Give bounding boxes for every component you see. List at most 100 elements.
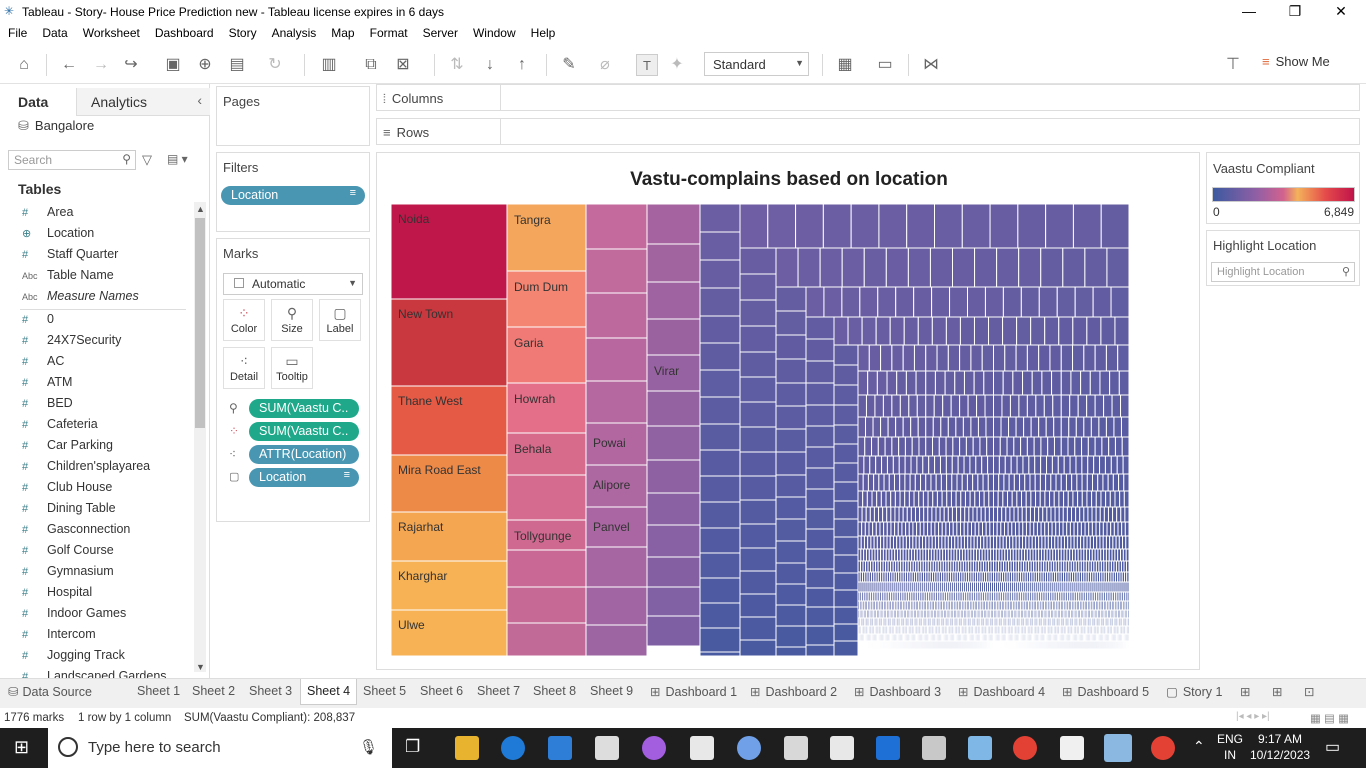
treemap-cell[interactable] — [891, 436, 900, 457]
treemap-cell[interactable] — [1091, 521, 1097, 537]
treemap-cell[interactable] — [916, 521, 921, 537]
scroll-down-icon[interactable]: ▼ — [196, 662, 205, 672]
treemap-cell[interactable] — [1030, 416, 1040, 438]
treemap-cell[interactable] — [841, 247, 865, 288]
treemap-cell[interactable] — [857, 370, 869, 396]
treemap-cell[interactable] — [739, 401, 777, 428]
treemap-cell[interactable] — [857, 416, 867, 438]
treemap-cell[interactable] — [927, 506, 933, 523]
treemap-cell[interactable] — [1022, 455, 1030, 475]
treemap-cell[interactable] — [841, 286, 861, 318]
treemap-cell[interactable] — [1116, 506, 1122, 523]
treemap-cell[interactable] — [646, 243, 701, 283]
treemap-cell[interactable] — [1087, 436, 1096, 457]
treemap-cell[interactable] — [959, 344, 972, 372]
treemap-cell[interactable] — [882, 394, 893, 418]
treemap-cell[interactable] — [1060, 370, 1072, 396]
tab-dashboard-5[interactable]: ⊞ Dashboard 5 — [1062, 685, 1150, 699]
treemap-cell[interactable] — [1079, 506, 1085, 523]
treemap-cell[interactable] — [857, 506, 863, 523]
treemap-cell[interactable] — [938, 436, 947, 457]
treemap-cell[interactable] — [927, 490, 934, 508]
treemap-cell[interactable] — [1016, 455, 1024, 475]
treemap-cell[interactable] — [1009, 506, 1015, 523]
marks-pill-detail[interactable]: ATTR(Location) — [249, 445, 359, 464]
treemap-cell[interactable] — [1016, 490, 1023, 508]
treemap-cell[interactable] — [960, 521, 965, 537]
treemap-cell[interactable] — [1127, 633, 1129, 642]
treemap-cell[interactable] — [1081, 490, 1088, 508]
treemap-cell[interactable] — [1055, 521, 1060, 537]
treemap-cell[interactable] — [805, 316, 835, 340]
treemap-cell[interactable] — [861, 506, 867, 523]
treemap-cell[interactable] — [1006, 436, 1015, 457]
new-datasource-icon[interactable]: ⊕ — [198, 56, 212, 73]
treemap-cell[interactable] — [1069, 455, 1077, 475]
treemap-cell[interactable] — [805, 425, 835, 448]
field-item[interactable]: # Indoor Games — [22, 606, 126, 620]
treemap-cell[interactable] — [1007, 490, 1013, 508]
treemap-cell-6[interactable] — [391, 609, 508, 656]
treemap-cell[interactable] — [857, 455, 865, 475]
field-item[interactable]: # BED — [22, 396, 73, 410]
treemap-cell[interactable] — [833, 623, 859, 642]
camera-icon[interactable] — [690, 736, 714, 760]
refresh-icon[interactable]: ↻ — [268, 56, 282, 73]
treemap-cell[interactable] — [646, 524, 701, 558]
treemap-cell[interactable] — [974, 247, 998, 288]
treemap-cell[interactable] — [929, 247, 953, 288]
treemap-cell[interactable] — [775, 604, 807, 627]
sort-descending-icon[interactable]: ↑ — [518, 56, 526, 73]
treemap-cell[interactable] — [1074, 286, 1094, 318]
treemap-cell[interactable] — [1004, 344, 1017, 372]
treemap-cell[interactable] — [944, 370, 956, 396]
treemap-cell[interactable] — [1074, 436, 1083, 457]
tab-sheet-7[interactable]: Sheet 7 — [477, 684, 521, 698]
treemap-cell[interactable] — [880, 490, 887, 508]
treemap-cell[interactable] — [699, 627, 741, 653]
treemap-cell[interactable] — [857, 473, 864, 492]
treemap-cell[interactable] — [947, 416, 957, 438]
treemap-cell[interactable] — [1013, 436, 1022, 457]
swap-icon[interactable]: ⇅ — [450, 56, 464, 73]
field-item[interactable]: Abc Table Name — [22, 268, 114, 282]
treemap-cell[interactable] — [876, 490, 882, 508]
treemap-cell[interactable] — [976, 506, 982, 523]
treemap-cell[interactable] — [935, 506, 941, 523]
field-item[interactable]: ⊕ Location — [22, 226, 94, 240]
treemap-cell[interactable] — [863, 247, 887, 288]
treemap-cell[interactable] — [699, 501, 741, 529]
menu-story[interactable]: Story — [228, 26, 257, 40]
treemap-cell[interactable] — [775, 646, 807, 656]
rows-shelf[interactable]: ≡ Rows — [376, 118, 1360, 145]
notes-icon[interactable] — [968, 736, 992, 760]
scroll-up-icon[interactable]: ▲ — [196, 204, 205, 214]
treemap-cell[interactable] — [1110, 521, 1115, 537]
treemap-cell[interactable] — [877, 286, 897, 318]
sheet-nav-icon[interactable]: |◂ ◂ ▸ ▸| — [1236, 711, 1270, 722]
treemap-cell[interactable] — [963, 455, 971, 475]
treemap-cell[interactable] — [1040, 521, 1046, 537]
windows-start-icon[interactable]: ⊞ — [14, 737, 30, 757]
treemap-cell[interactable] — [910, 506, 916, 523]
paint-palette-icon[interactable] — [737, 736, 761, 760]
treemap-cell[interactable] — [973, 316, 990, 346]
treemap-cell[interactable] — [967, 394, 978, 418]
treemap-cell[interactable] — [805, 467, 835, 490]
treemap-cell[interactable] — [833, 481, 859, 502]
treemap-cell[interactable] — [797, 247, 821, 288]
treemap-cell[interactable] — [1002, 316, 1018, 346]
treemap-cell[interactable] — [1100, 490, 1107, 508]
treemap-cell[interactable] — [913, 344, 927, 372]
treemap-cell[interactable] — [910, 455, 918, 475]
treemap-cell[interactable] — [1051, 370, 1062, 396]
field-item[interactable]: # Area — [22, 205, 73, 219]
treemap-cell[interactable] — [984, 286, 1004, 318]
treemap-cell[interactable] — [883, 473, 890, 492]
treemap-cell[interactable] — [971, 521, 976, 537]
treemap-cell[interactable] — [585, 546, 648, 588]
treemap-cell[interactable] — [739, 475, 777, 501]
marks-pill-size[interactable]: SUM(Vaastu C.. — [249, 399, 359, 418]
share-icon[interactable]: ⋈ — [923, 56, 939, 73]
treemap-cell[interactable] — [1004, 455, 1012, 475]
